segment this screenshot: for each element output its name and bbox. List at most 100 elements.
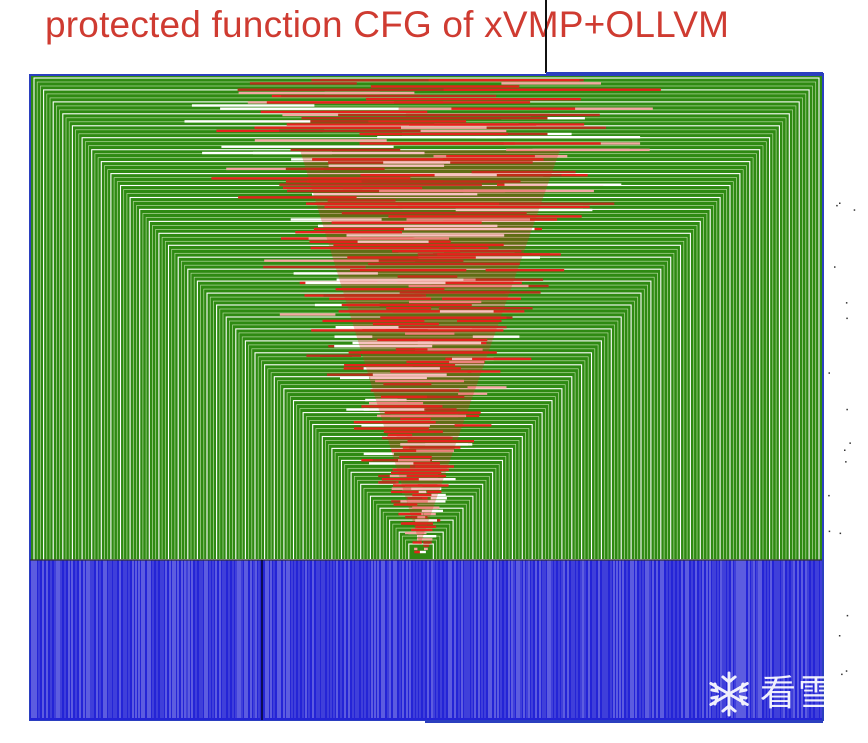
obfuscated-block [363,452,394,456]
obfuscated-block [451,107,576,110]
stray-edge-fragment [845,461,847,463]
obfuscated-block [348,351,419,354]
obfuscated-block [254,139,387,142]
obfuscated-block [397,205,590,209]
obfuscated-block [281,94,497,98]
obfuscated-block [446,126,606,129]
obfuscated-block [391,471,442,475]
obfuscated-block [420,278,544,281]
obfuscated-block [220,107,399,110]
obfuscated-block [312,158,544,161]
obfuscated-blocks [184,79,661,554]
stray-edge-fragment [828,372,830,374]
obfuscated-block [368,262,520,266]
obfuscated-block [412,541,422,544]
obfuscated-block [423,541,432,544]
obfuscated-block [407,497,423,500]
obfuscated-block [379,189,506,193]
obfuscated-block [372,373,447,376]
obfuscated-block [475,136,641,139]
obfuscated-block [424,547,428,551]
obfuscated-block [328,164,445,167]
obfuscated-block [254,126,427,129]
obfuscated-block [471,170,576,174]
obfuscated-block [327,199,396,202]
obfuscated-block [320,354,361,357]
obfuscated-block [237,88,509,91]
obfuscated-block [361,405,443,408]
obfuscated-block [353,421,436,424]
obfuscated-block [383,430,443,433]
obfuscated-block [427,490,442,494]
obfuscated-block [417,516,426,519]
obfuscated-block [318,224,498,228]
obfuscated-block [238,196,357,199]
obfuscated-block [414,550,423,554]
obfuscated-block [279,129,421,133]
obfuscated-block [313,227,473,231]
obfuscated-block [310,246,489,250]
snowflake-icon [709,671,749,717]
obfuscated-block [385,329,504,332]
obfuscated-block [506,148,650,152]
obfuscated-block [361,424,430,427]
figure-title: protected function CFG of xVMP+OLLVM [45,4,730,45]
obfuscated-block [444,250,522,253]
obfuscated-block [472,335,520,338]
obfuscated-block [407,440,450,443]
obfuscated-block [504,183,622,186]
obfuscated-block [501,82,601,85]
obfuscated-block [249,82,357,85]
obfuscated-block [448,440,474,443]
obfuscated-block [438,307,533,310]
obfuscated-block [324,205,440,209]
obfuscated-block [413,411,481,414]
obfuscated-block [397,275,458,278]
obfuscated-block [238,91,380,95]
obfuscated-block [221,145,394,148]
obfuscated-block [408,284,529,288]
obfuscated-block [398,326,480,329]
stray-edge-fragment [834,266,836,268]
obfuscated-block [467,386,507,389]
obfuscated-block [379,481,396,484]
obfuscated-block [399,455,432,459]
obfuscated-block [335,288,445,291]
obfuscated-block [398,512,422,516]
obfuscated-block [442,297,521,300]
obfuscated-block [354,427,429,430]
obfuscated-block [439,310,494,313]
obfuscated-block [434,174,544,177]
obfuscated-block [352,341,433,345]
obfuscated-block [375,379,464,383]
obfuscated-block [411,487,442,490]
obfuscated-block [406,218,530,221]
obfuscated-block [346,234,505,237]
obfuscated-block [341,212,527,215]
obfuscated-block [414,547,418,551]
obfuscated-block [406,436,452,440]
obfuscated-block [282,186,363,190]
obfuscated-block [418,256,540,259]
stray-edge-fragment [846,614,849,617]
obfuscated-core [300,150,560,545]
obfuscated-block [375,398,407,402]
obfuscated-block [260,110,428,114]
obfuscated-block [409,300,482,304]
obfuscated-block [184,120,311,123]
obfuscated-block [399,291,506,294]
obfuscated-block [343,79,580,82]
obfuscated-block [359,132,508,136]
obfuscated-block [405,516,428,519]
obfuscated-block [405,332,455,335]
obfuscated-block [383,383,432,386]
obfuscated-block [412,506,440,509]
obfuscated-block [393,503,418,506]
obfuscated-block [365,98,581,101]
obfuscated-block [377,136,497,139]
obfuscated-block [306,202,484,205]
obfuscated-block [252,151,425,155]
obfuscated-block [347,297,432,300]
obfuscated-block [425,509,443,513]
